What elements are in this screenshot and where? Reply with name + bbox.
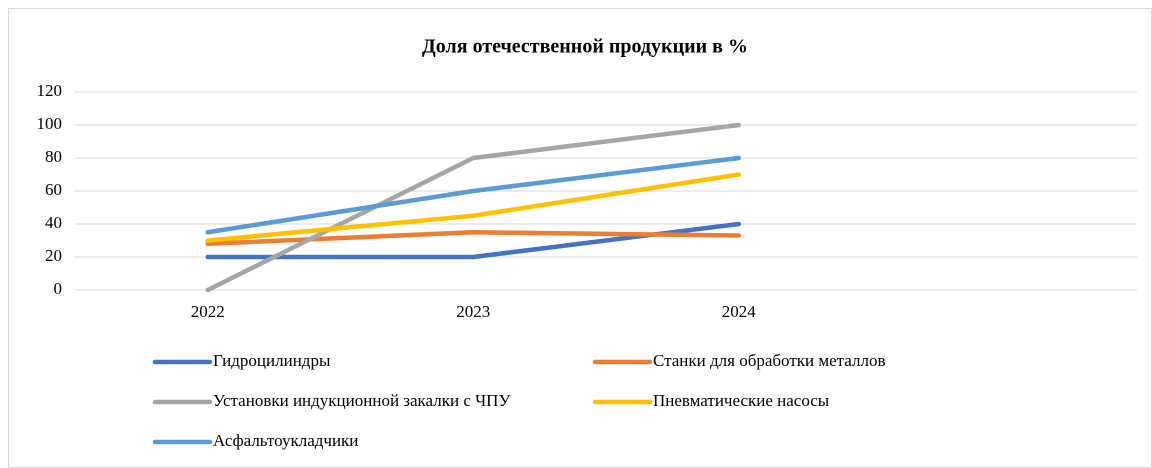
y-tick-label: 120 [37, 81, 63, 100]
y-tick-label: 0 [54, 279, 63, 298]
legend-label: Пневматические насосы [653, 391, 830, 410]
y-tick-label: 60 [45, 180, 62, 199]
legend-label: Гидроцилиндры [213, 351, 331, 370]
y-tick-label: 80 [45, 147, 62, 166]
legend-label: Асфальтоукладчики [213, 431, 358, 450]
chart-border [8, 8, 1152, 468]
legend-label: Установки индукционной закалки с ЧПУ [213, 391, 511, 410]
y-tick-label: 100 [37, 114, 63, 133]
legend-label: Станки для обработки металлов [653, 351, 886, 370]
series-line [205, 230, 741, 247]
x-tick-label: 2023 [456, 302, 490, 321]
y-tick-label: 20 [45, 246, 62, 265]
x-tick-label: 2022 [191, 302, 225, 321]
y-tick-label: 40 [45, 213, 62, 232]
chart-title: Доля отечественной продукции в % [422, 36, 748, 58]
series-line [205, 122, 741, 293]
series-line [205, 155, 741, 235]
x-tick-label: 2024 [722, 302, 757, 321]
series-line [205, 172, 741, 243]
